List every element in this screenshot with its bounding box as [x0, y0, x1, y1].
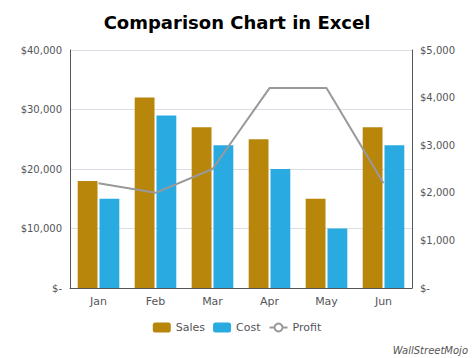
svg-text:$4,000: $4,000	[420, 92, 455, 103]
svg-text:Sales: Sales	[176, 321, 206, 334]
svg-text:May: May	[315, 295, 338, 308]
svg-text:$-: $-	[420, 283, 430, 294]
svg-text:Jan: Jan	[89, 295, 107, 308]
svg-text:Apr: Apr	[260, 295, 280, 308]
svg-text:$10,000: $10,000	[21, 223, 62, 234]
svg-text:Cost: Cost	[236, 321, 261, 334]
svg-text:$5,000: $5,000	[420, 45, 455, 56]
svg-text:Feb: Feb	[146, 295, 165, 308]
svg-text:$20,000: $20,000	[21, 164, 62, 175]
svg-text:$3,000: $3,000	[420, 140, 455, 151]
svg-text:$1,000: $1,000	[420, 235, 455, 246]
svg-text:Jun: Jun	[374, 295, 392, 308]
svg-text:Mar: Mar	[202, 295, 223, 308]
svg-text:Profit: Profit	[293, 321, 322, 334]
svg-text:Comparison Chart in Excel: Comparison Chart in Excel	[104, 12, 371, 33]
svg-text:$2,000: $2,000	[420, 187, 455, 198]
svg-text:$30,000: $30,000	[21, 104, 62, 115]
svg-text:$-: $-	[52, 283, 62, 294]
svg-text:$40,000: $40,000	[21, 45, 62, 56]
svg-text:WallStreetMojo: WallStreetMojo	[393, 345, 468, 356]
